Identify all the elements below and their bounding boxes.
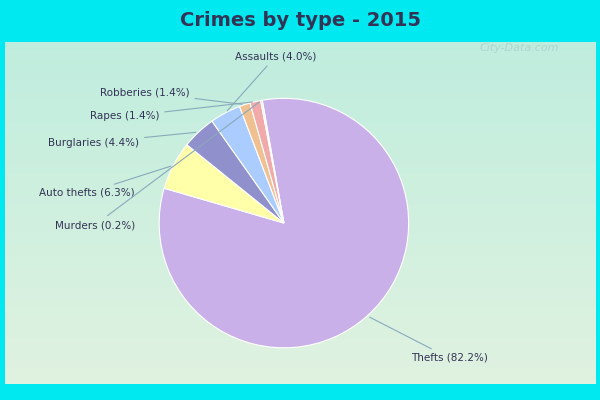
- Text: Auto thefts (6.3%): Auto thefts (6.3%): [40, 166, 170, 198]
- Text: Murders (0.2%): Murders (0.2%): [55, 102, 259, 230]
- Text: Assaults (4.0%): Assaults (4.0%): [227, 51, 317, 111]
- Text: Thefts (82.2%): Thefts (82.2%): [370, 317, 488, 363]
- Wedge shape: [187, 121, 284, 223]
- Text: Burglaries (4.4%): Burglaries (4.4%): [48, 132, 196, 148]
- Text: Robberies (1.4%): Robberies (1.4%): [100, 87, 242, 104]
- Wedge shape: [239, 103, 284, 223]
- Text: City-Data.com: City-Data.com: [480, 43, 560, 53]
- Wedge shape: [250, 100, 284, 223]
- Wedge shape: [261, 100, 284, 223]
- Text: Crimes by type - 2015: Crimes by type - 2015: [179, 12, 421, 30]
- Wedge shape: [164, 145, 284, 223]
- Text: Rapes (1.4%): Rapes (1.4%): [89, 102, 253, 122]
- Wedge shape: [212, 106, 284, 223]
- Wedge shape: [159, 98, 409, 348]
